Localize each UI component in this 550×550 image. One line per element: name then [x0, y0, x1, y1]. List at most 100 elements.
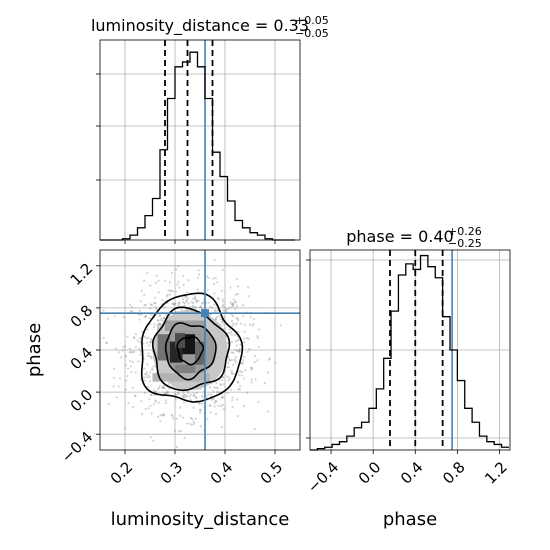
scatter-point: [220, 383, 223, 387]
scatter-point: [220, 289, 224, 292]
scatter-point: [182, 274, 185, 277]
scatter-point: [140, 289, 143, 292]
scatter-point: [234, 339, 238, 343]
scatter-point: [232, 351, 235, 354]
scatter-point: [192, 304, 195, 307]
scatter-point: [192, 420, 195, 423]
scatter-point: [185, 395, 188, 398]
scatter-point: [194, 396, 197, 399]
scatter-point: [231, 372, 234, 375]
scatter-point: [248, 323, 252, 326]
scatter-point: [161, 385, 165, 388]
scatter-point: [232, 315, 235, 318]
scatter-point: [145, 337, 148, 340]
scatter-point: [230, 314, 234, 317]
scatter-point: [147, 344, 150, 347]
scatter-point: [201, 302, 204, 305]
scatter-point: [157, 324, 161, 327]
scatter-point: [124, 344, 127, 347]
scatter-point: [245, 337, 249, 340]
scatter-point: [144, 407, 147, 410]
scatter-point: [231, 305, 235, 308]
x-tick-label: 0.5: [257, 458, 287, 488]
scatter-point: [253, 427, 256, 431]
scatter-point: [227, 356, 230, 359]
scatter-point: [189, 398, 192, 401]
scatter-point: [170, 289, 173, 292]
scatter-point: [161, 298, 164, 302]
truth-marker: [201, 309, 209, 318]
scatter-point: [206, 288, 209, 291]
scatter-point: [190, 423, 193, 426]
scatter-point: [163, 317, 166, 320]
scatter-point: [230, 340, 234, 344]
scatter-point: [214, 309, 217, 312]
scatter-point: [220, 321, 224, 324]
scatter-point: [213, 309, 216, 312]
scatter-point: [201, 394, 204, 397]
scatter-point: [226, 365, 229, 369]
scatter-point: [193, 295, 197, 298]
scatter-point: [124, 355, 127, 358]
scatter-point: [127, 402, 130, 405]
contour-3: [140, 292, 244, 403]
scatter-point: [143, 335, 146, 338]
scatter-point: [117, 385, 120, 388]
scatter-point: [207, 276, 210, 279]
scatter-point: [247, 295, 250, 298]
scatter-point: [215, 381, 218, 385]
x-tick-label: 0.4: [207, 458, 237, 488]
scatter-point: [154, 399, 157, 402]
scatter-point: [195, 299, 198, 302]
scatter-point: [155, 391, 158, 394]
scatter-point: [180, 429, 183, 433]
scatter-point: [221, 304, 224, 307]
scatter-point: [257, 400, 260, 403]
scatter-point: [251, 324, 254, 327]
scatter-point: [236, 317, 239, 320]
scatter-point: [196, 276, 199, 280]
scatter-point: [121, 349, 124, 352]
scatter-point: [199, 306, 202, 309]
scatter-point: [233, 358, 236, 361]
scatter-point: [171, 417, 175, 420]
frame-rect: [309, 249, 511, 451]
scatter-point: [243, 341, 246, 344]
scatter-point: [177, 280, 180, 283]
scatter-point: [134, 394, 137, 397]
scatter-point: [247, 286, 250, 289]
x-tick-labels: −0.4 0.0 0.4 0.8 1.2: [304, 458, 511, 496]
scatter-point: [155, 308, 158, 311]
scatter-point: [192, 297, 195, 300]
scatter-point: [156, 388, 159, 391]
scatter-point: [131, 310, 134, 313]
scatter-point: [125, 379, 128, 382]
scatter-point: [182, 401, 186, 404]
scatter-point: [182, 396, 185, 399]
scatter-point: [158, 314, 162, 317]
scatter-point: [147, 407, 150, 410]
scatter-point: [145, 376, 148, 379]
scatter-point: [220, 426, 223, 429]
scatter-point: [134, 345, 137, 349]
scatter-point: [140, 313, 143, 316]
scatter-point: [222, 309, 225, 312]
scatter-point: [146, 328, 149, 331]
scatter-point: [196, 288, 199, 291]
scatter-point: [120, 356, 123, 359]
scatter-point: [159, 414, 162, 417]
scatter-point: [153, 322, 156, 326]
scatter-point: [216, 390, 219, 393]
scatter-point: [187, 279, 190, 282]
grid-lines: [100, 40, 300, 240]
scatter-point: [122, 346, 125, 349]
density-cell: [175, 364, 195, 374]
scatter-point: [162, 414, 166, 417]
scatter-point: [149, 284, 152, 287]
scatter-point: [234, 293, 238, 296]
scatter-point: [181, 300, 185, 304]
scatter-point: [178, 301, 181, 305]
scatter-point: [226, 391, 229, 395]
scatter-point: [186, 422, 189, 425]
scatter-point: [176, 391, 179, 395]
